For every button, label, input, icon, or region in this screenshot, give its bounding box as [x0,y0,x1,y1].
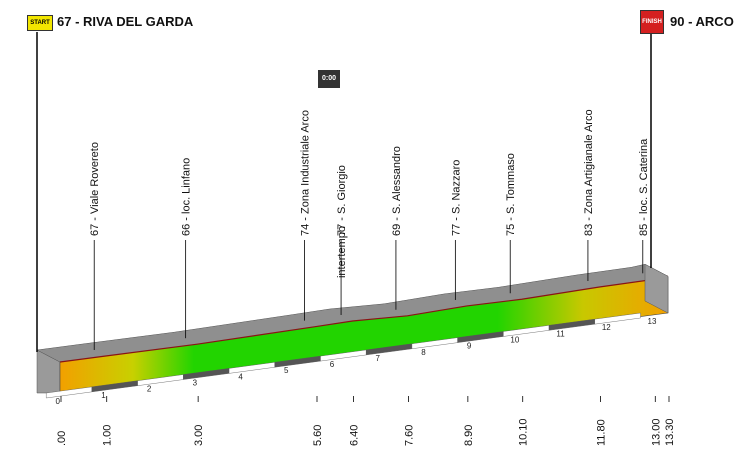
waypoint-label: 66 - loc. Linfano [181,158,193,236]
waypoint-label: 83 - Zona Artigianale Arco [583,109,595,236]
km-label: 13.00 [650,418,662,446]
km-tick: 13 [648,317,657,326]
km-tick: 1 [101,391,106,400]
km-label: 11.80 [595,419,607,446]
km-labels: .00 1.00 3.00 5.60 6.40 7.60 8.90 10.10 11.80 13.… [56,396,676,446]
start-title: 67 - RIVA DEL GARDA [57,14,194,29]
km-tick: 7 [375,354,380,363]
km-tick: 5 [284,366,289,375]
waypoint-label: 85 - loc. S. Caterina [638,138,650,236]
ground-segment [594,312,641,325]
km-label: 10.10 [518,418,530,446]
waypoint-label: 74 - Zona Industriale Arco [300,110,312,236]
km-tick: 12 [602,323,611,332]
km-label: 8.90 [463,425,475,446]
waypoint-label: 77 - S. Giorgio [336,165,348,236]
km-tick: 3 [193,379,198,388]
km-tick: 9 [467,342,472,351]
km-label: 6.40 [349,425,361,446]
waypoint-label: 67 - Viale Rovereto [89,142,101,236]
km-tick: 8 [421,348,426,357]
finish-badge: FINISH [640,10,664,34]
km-label: 1.00 [102,425,114,446]
km-label: .00 [56,431,68,446]
finish-title: 90 - ARCO [670,14,734,29]
waypoint-label: 75 - S. Tommaso [505,153,517,236]
km-tick: 11 [556,329,565,338]
km-tick: 4 [238,372,243,381]
altitude-line [59,275,669,363]
km-tick: 2 [147,385,152,394]
timecheck-badge: 0:00 [318,70,340,88]
start-badge: START [27,15,53,31]
profile-base [36,30,669,399]
waypoint-label: 69 - S. Alessandro [391,146,403,236]
waypoint-lines [93,240,644,350]
intertempo-label: intertempo [336,226,348,278]
km-tick: 6 [330,360,335,369]
km-label: 7.60 [403,425,415,446]
km-label: 5.60 [312,425,324,446]
waypoint-label: 77 - S. Nazzaro [450,160,462,236]
right-wall [644,263,669,314]
waypoint-labels: 67 - Viale Rovereto 66 - loc. Linfano 74 -… [89,109,650,278]
km-label: 13.30 [664,418,676,446]
km-tick: 0 [55,397,60,406]
km-tick: 10 [510,335,519,344]
km-label: 3.00 [193,425,205,446]
